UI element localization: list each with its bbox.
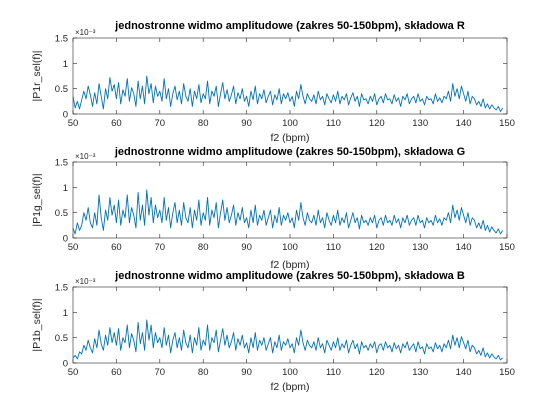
x-axis-label: f2 (bpm)	[270, 132, 309, 144]
x-tick-label: 110	[326, 242, 341, 253]
axes-box	[72, 161, 508, 239]
y-axis-label: |P1g_sel(f)|	[31, 173, 43, 226]
chart-title: jednostronne widmo amplitudowe (zakres 5…	[114, 20, 465, 32]
y-tick-label: 1	[63, 308, 68, 319]
x-tick-label: 90	[241, 242, 252, 253]
x-tick-label: 60	[111, 118, 122, 129]
x-tick-label: 130	[412, 118, 428, 129]
x-tick-label: 50	[68, 367, 79, 378]
x-tick-label: 110	[326, 118, 341, 129]
x-tick-label: 150	[499, 367, 515, 378]
x-tick-label: 130	[412, 242, 428, 253]
x-tick-label: 150	[499, 242, 515, 253]
y-exponent: ×10⁻³	[75, 277, 96, 286]
y-tick-label: 1.5	[55, 158, 68, 169]
plot-area: 50 60 70 80 90 100 110 120 130 140 150 0 0.5 1 1.5	[55, 34, 515, 130]
y-exponent: ×10⁻³	[75, 152, 96, 161]
y-tick-label: 1.5	[55, 283, 68, 294]
chart-title: jednostronne widmo amplitudowe (zakres 5…	[114, 146, 465, 158]
x-tick-label: 130	[412, 367, 428, 378]
chart-title: jednostronne widmo amplitudowe (zakres 5…	[114, 270, 465, 282]
x-tick-label: 80	[198, 367, 209, 378]
plot-area: 50 60 70 80 90 100 110 120 130 140 150 0 0.5 1 1.5	[55, 283, 515, 379]
x-tick-label: 70	[155, 242, 166, 253]
x-tick-label: 100	[282, 118, 298, 129]
x-tick-label: 100	[282, 242, 298, 253]
y-tick-label: 0	[63, 359, 68, 370]
y-tick-label: 0.5	[55, 208, 68, 219]
plot-area: 50 60 70 80 90 100 110 120 130 140 150 0 0.5 1 1.5	[55, 158, 515, 254]
x-tick-label: 110	[326, 367, 341, 378]
x-tick-label: 50	[68, 242, 79, 253]
axes-box	[72, 286, 508, 364]
x-tick-label: 70	[155, 118, 166, 129]
x-tick-label: 90	[241, 118, 252, 129]
subplot-r: jednostronne widmo amplitudowe (zakres 5…	[31, 20, 515, 144]
x-tick-label: 90	[241, 367, 252, 378]
x-tick-label: 80	[198, 242, 209, 253]
series-line	[72, 189, 504, 235]
y-tick-label: 1	[63, 59, 68, 70]
series-line	[72, 75, 504, 112]
x-tick-label: 70	[155, 367, 166, 378]
y-exponent: ×10⁻³	[75, 28, 96, 37]
subplot-b: jednostronne widmo amplitudowe (zakres 5…	[31, 270, 515, 393]
y-tick-label: 0.5	[55, 84, 68, 95]
x-axis-label: f2 (bpm)	[270, 381, 309, 393]
x-tick-label: 60	[111, 367, 122, 378]
x-tick-label: 140	[456, 367, 472, 378]
x-tick-label: 50	[68, 118, 79, 129]
x-tick-label: 120	[369, 242, 385, 253]
x-tick-label: 100	[282, 367, 298, 378]
y-axis-label: |P1r_sel(f)|	[31, 51, 43, 102]
subplot-g: jednostronne widmo amplitudowe (zakres 5…	[31, 146, 515, 271]
x-tick-label: 60	[111, 242, 122, 253]
x-tick-label: 80	[198, 118, 209, 129]
x-tick-label: 120	[369, 367, 385, 378]
y-tick-label: 0.5	[55, 333, 68, 344]
y-tick-label: 0	[63, 110, 68, 121]
x-tick-label: 150	[499, 118, 515, 129]
y-axis-label: |P1b_sel(f)|	[31, 298, 43, 351]
x-tick-label: 120	[369, 118, 385, 129]
x-axis-label: f2 (bpm)	[270, 259, 309, 271]
series-line	[72, 319, 503, 361]
y-tick-label: 1.5	[55, 34, 68, 45]
x-tick-label: 140	[456, 118, 472, 129]
x-tick-label: 140	[456, 242, 472, 253]
y-tick-label: 1	[63, 183, 68, 194]
y-tick-label: 0	[63, 234, 68, 245]
